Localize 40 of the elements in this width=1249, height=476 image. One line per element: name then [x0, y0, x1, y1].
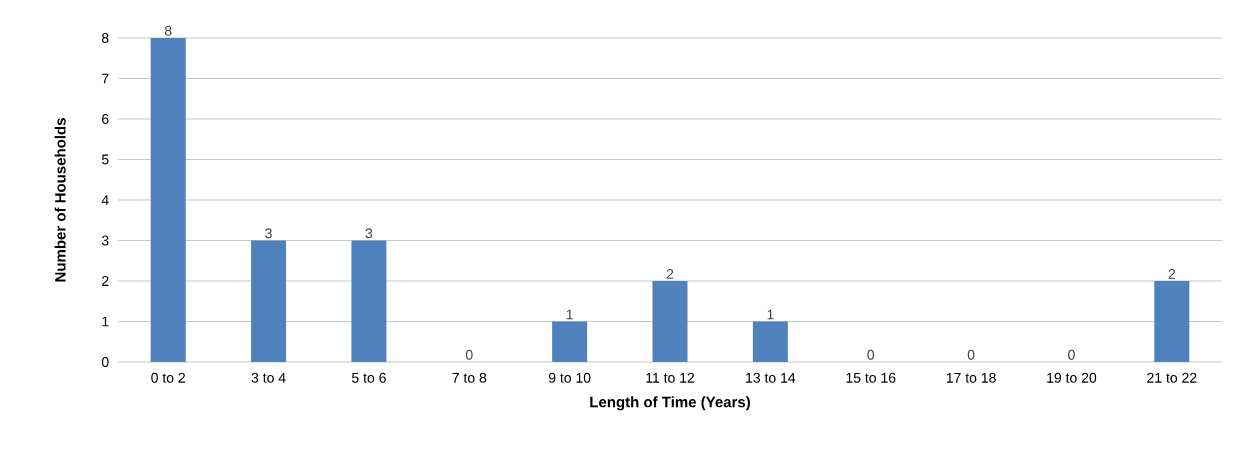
y-tick-label: 3 — [101, 235, 109, 246]
y-tick-label: 2 — [102, 276, 109, 286]
x-tick-label: 15 to 16 — [846, 372, 896, 383]
data-label: 0 — [465, 349, 473, 360]
bar — [752, 321, 788, 362]
x-tick-label: 7 to 8 — [452, 372, 487, 383]
bar — [150, 37, 186, 362]
data-label: 3 — [265, 228, 272, 239]
data-label: 8 — [164, 25, 172, 36]
bar — [351, 240, 387, 362]
x-tick-label: 21 to 22 — [1147, 372, 1197, 383]
x-tick-label: 19 to 20 — [1047, 372, 1097, 383]
data-label: 0 — [867, 349, 875, 360]
y-tick-label: 6 — [102, 114, 109, 124]
y-tick-label: 7 — [102, 73, 109, 84]
x-tick-label: 5 to 6 — [351, 372, 386, 383]
x-axis-title: Length of Time (Years) — [590, 396, 750, 411]
y-tick-label: 1 — [102, 316, 109, 327]
data-label: 3 — [365, 228, 373, 239]
x-tick-label: 13 to 14 — [746, 372, 796, 383]
data-label: 2 — [666, 269, 674, 279]
data-label: 1 — [566, 309, 573, 320]
y-tick-label: 8 — [101, 33, 109, 43]
bar — [652, 280, 688, 362]
x-tick-label: 0 to 2 — [151, 372, 185, 383]
bar — [1154, 280, 1190, 362]
x-tick-label: 11 to 12 — [646, 372, 695, 383]
x-tick-label: 17 to 18 — [946, 372, 996, 383]
data-label: 0 — [967, 349, 975, 360]
data-label: 2 — [1168, 269, 1176, 279]
y-tick-label: 4 — [101, 195, 109, 205]
data-label: 1 — [767, 309, 774, 320]
data-label: 0 — [1068, 349, 1075, 360]
x-tick-label: 3 to 4 — [251, 372, 286, 383]
y-axis-title: Number of Households — [54, 118, 66, 282]
bar — [251, 240, 287, 362]
x-tick-label: 9 to 10 — [548, 372, 591, 383]
bar — [552, 321, 588, 362]
y-tick-label: 0 — [101, 357, 109, 367]
y-tick-label: 5 — [101, 154, 109, 165]
